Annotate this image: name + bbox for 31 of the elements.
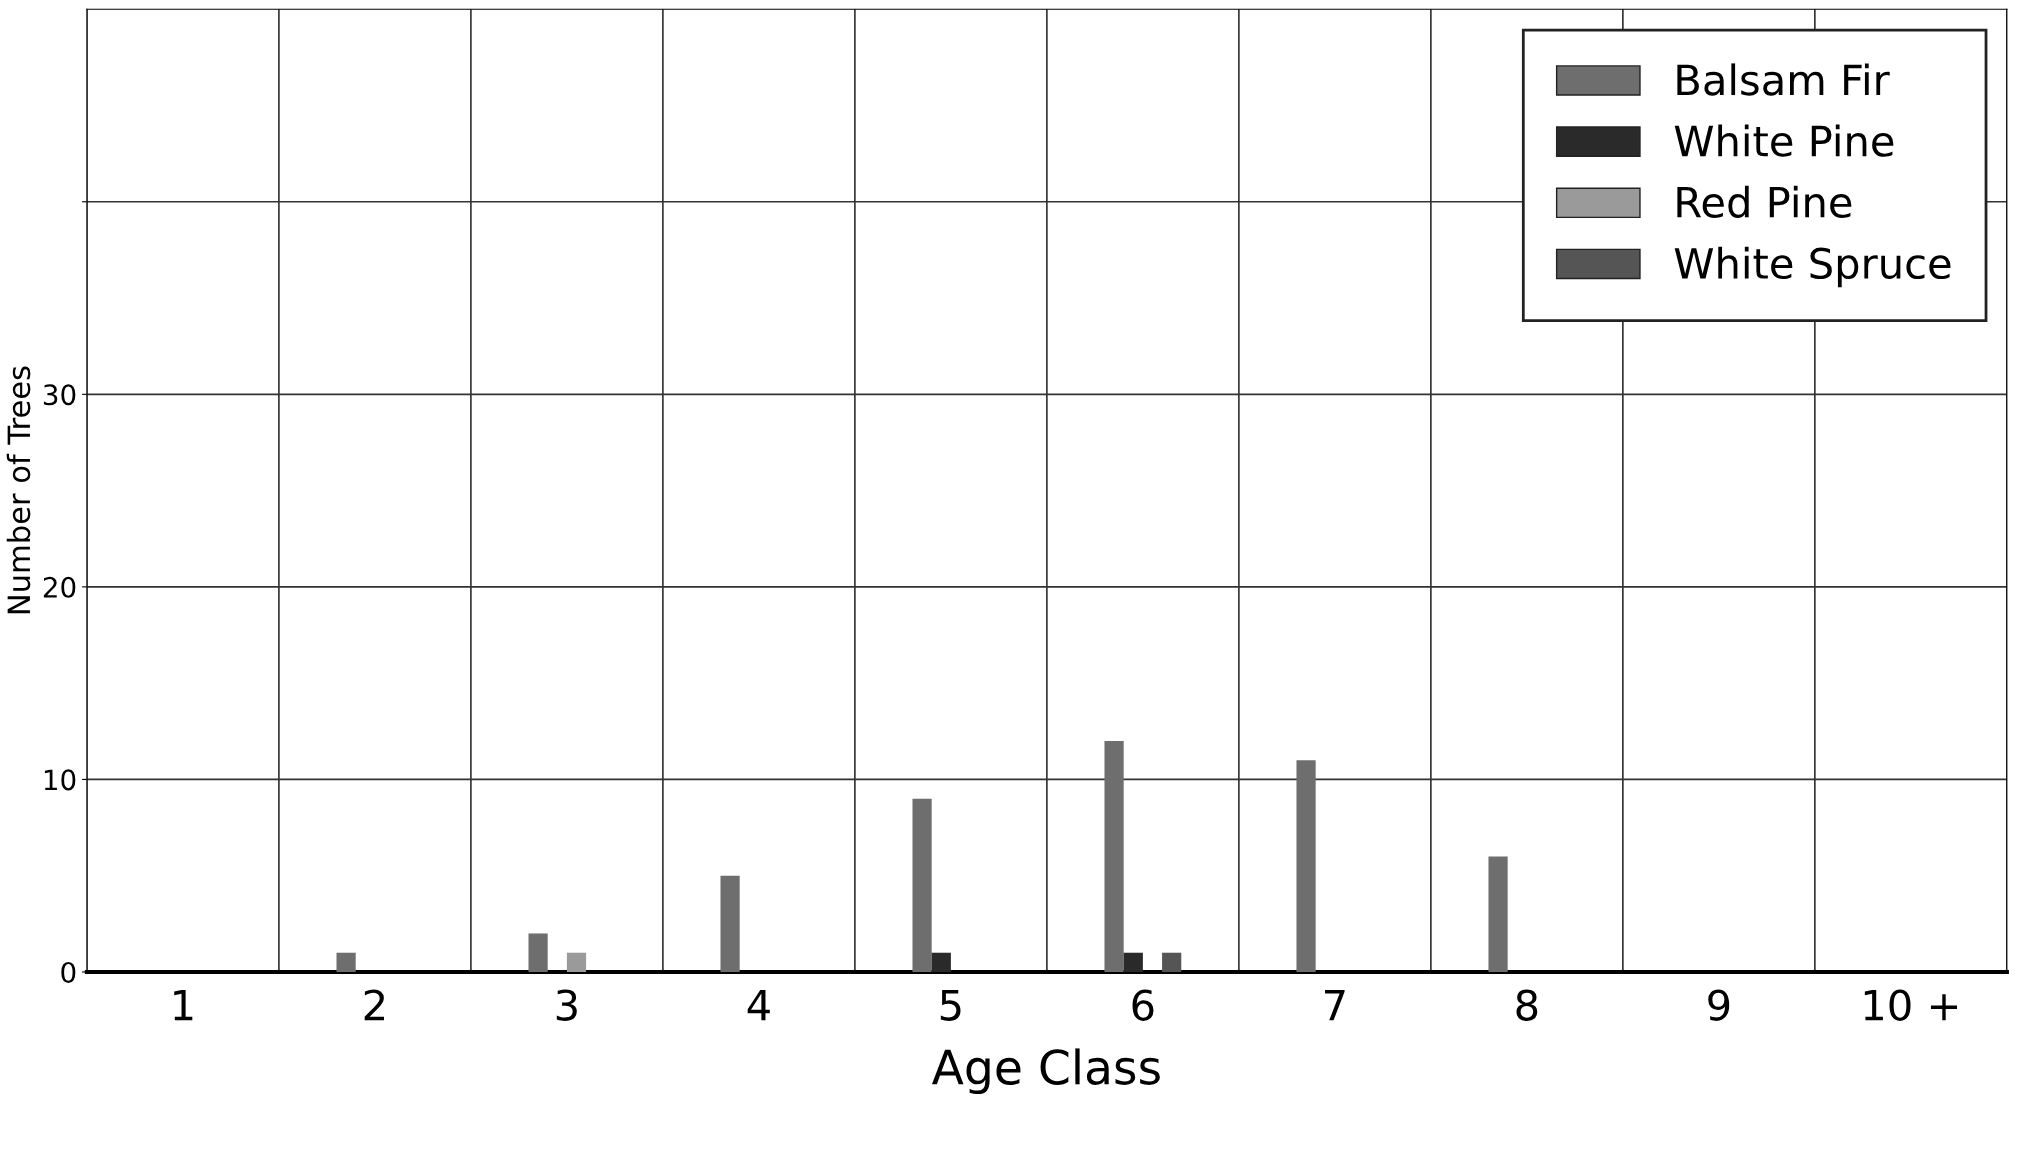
x-tick-label: 4 [747, 989, 770, 1021]
bar [1296, 760, 1316, 972]
x-tick-label: 5 [940, 989, 961, 1021]
bar [720, 875, 740, 972]
x-tick-label: 2 [364, 989, 384, 1021]
x-tick-label: 1 [174, 989, 193, 1021]
y-tick-label: 0 [61, 961, 76, 983]
y-axis-title: Number of Trees [6, 366, 31, 614]
x-tick-label: 9 [1708, 989, 1730, 1021]
bar [912, 798, 932, 972]
x-tick-label: 3 [556, 989, 577, 1021]
legend-label: Red Pine [1677, 185, 1852, 218]
y-tick-label: 10 [44, 769, 76, 791]
x-tick-label: 6 [1132, 989, 1154, 1021]
bar [1123, 952, 1143, 972]
bar [931, 952, 951, 972]
x-tick-label: 7 [1325, 989, 1345, 1021]
legend-label: White Pine [1674, 124, 1894, 157]
x-tick-label: 8 [1516, 989, 1538, 1021]
x-tick-label: 10 + [1864, 989, 1958, 1021]
bar [1488, 856, 1508, 972]
bar [566, 952, 587, 972]
bar [1162, 952, 1182, 972]
bar [336, 952, 356, 972]
y-tick-label: 30 [43, 384, 76, 406]
x-axis-title: Age Class [931, 1048, 1160, 1095]
legend-label: White Spruce [1674, 246, 1951, 288]
legend-label: Balsam Fir [1677, 63, 1890, 96]
bar [1104, 740, 1124, 972]
y-tick-label: 20 [43, 576, 76, 598]
bar [528, 933, 548, 972]
